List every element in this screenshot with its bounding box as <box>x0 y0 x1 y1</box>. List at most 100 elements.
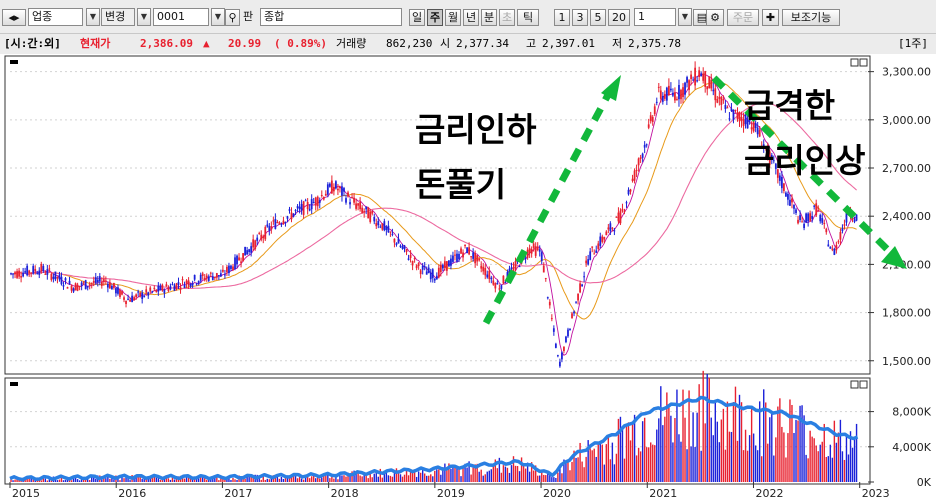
candle-body <box>415 265 418 269</box>
volume-bar <box>432 476 434 482</box>
candle-body <box>780 176 783 189</box>
candle-body <box>716 99 719 103</box>
candle-body <box>119 289 121 297</box>
candle-body <box>369 211 372 222</box>
volume-bar <box>236 479 238 482</box>
candle-body <box>795 209 797 214</box>
volume-bar <box>625 424 628 482</box>
candle-body <box>353 197 355 203</box>
search-icon[interactable]: ⚲ <box>225 9 240 26</box>
volume-bar <box>637 447 640 482</box>
prev-next-arrows-icon[interactable]: ◂▸ <box>2 9 26 26</box>
candle-body <box>409 255 412 258</box>
candle-body <box>347 192 349 197</box>
num-5-button[interactable]: 5 <box>590 9 606 26</box>
market-select[interactable]: 업종 <box>28 8 83 26</box>
candle-body <box>464 244 466 247</box>
volume-bar <box>86 478 89 482</box>
candle-body <box>58 274 61 280</box>
candle-body <box>248 249 251 253</box>
candle-body <box>40 263 43 272</box>
candle-body <box>532 243 535 248</box>
volume-bar <box>206 479 208 482</box>
candle-body <box>254 240 257 250</box>
count-input[interactable]: 1 <box>634 8 676 26</box>
volume-bar <box>648 447 650 482</box>
volume-bar <box>752 433 755 482</box>
volume-bar <box>512 456 515 482</box>
period-button-0[interactable]: 일 <box>409 9 425 26</box>
volume-bar <box>551 477 553 482</box>
period-button-3[interactable]: 년 <box>463 9 479 26</box>
candle-body <box>246 250 249 255</box>
volume-bar <box>664 416 666 482</box>
volume-minimize-icon[interactable] <box>850 380 859 389</box>
period-button-2[interactable]: 월 <box>445 9 461 26</box>
num-3-button[interactable]: 3 <box>572 9 588 26</box>
candle-body <box>706 86 709 90</box>
volume-bar <box>524 468 527 482</box>
candle-body <box>627 189 630 195</box>
candle-body <box>143 296 146 298</box>
candle-body <box>581 284 584 287</box>
candle-body <box>68 280 71 285</box>
volume-bar <box>105 478 107 482</box>
market-dropdown-icon[interactable]: ▼ <box>86 8 100 26</box>
change-dropdown-icon[interactable]: ▼ <box>137 8 151 26</box>
volume-bar <box>656 429 658 482</box>
pane-minimize-icon[interactable] <box>850 58 859 67</box>
volume-bar <box>264 479 266 482</box>
add-icon[interactable]: ✚ <box>762 9 779 26</box>
volume-bar <box>387 475 390 482</box>
volume-bar <box>407 475 410 482</box>
candle-body <box>736 111 739 119</box>
candle-body <box>655 101 658 103</box>
period-button-5[interactable]: 초 <box>499 9 515 26</box>
volume-bar <box>839 419 842 482</box>
volume-bar <box>498 457 501 482</box>
code-dropdown-icon[interactable]: ▼ <box>211 8 225 26</box>
volume-bar <box>603 464 606 482</box>
volume-tick-label: 0K <box>917 476 932 489</box>
pane-maximize-icon[interactable] <box>859 58 868 67</box>
candle-body <box>762 144 765 147</box>
candle-body <box>199 274 202 281</box>
candle-body <box>609 223 612 232</box>
volume-bar <box>369 472 371 482</box>
count-dropdown-icon[interactable]: ▼ <box>678 8 692 26</box>
candle-body <box>26 265 29 276</box>
volume-bar <box>518 471 521 482</box>
volume-bar <box>95 478 97 482</box>
volume-bar <box>488 470 490 482</box>
volume-bar <box>351 471 353 482</box>
period-button-4[interactable]: 분 <box>481 9 497 26</box>
candle-body <box>213 276 216 279</box>
candle-body <box>696 80 699 82</box>
volume-maximize-icon[interactable] <box>859 380 868 389</box>
candle-body <box>423 266 426 268</box>
candle-body <box>623 211 626 213</box>
volume-bar <box>163 477 166 482</box>
order-button[interactable]: 주문 <box>727 9 759 26</box>
volume-bar <box>565 463 567 482</box>
candle-body <box>28 270 31 274</box>
aux-function-button[interactable]: 보조기능 <box>782 9 840 26</box>
session-tag: [시:간:외] <box>4 37 61 50</box>
volume-bar <box>547 470 549 482</box>
candle-body <box>72 288 75 292</box>
period-button-1[interactable]: 주 <box>427 9 443 26</box>
volume-bar <box>171 476 174 482</box>
num-1-button[interactable]: 1 <box>554 9 570 26</box>
candle-body <box>458 253 460 260</box>
candle-body <box>714 88 717 101</box>
num-20-button[interactable]: 20 <box>608 9 630 26</box>
volume-bar <box>633 414 636 482</box>
code-input[interactable]: 0001 <box>153 8 209 26</box>
volume-bar <box>111 478 113 482</box>
period-button-6[interactable]: 틱 <box>517 9 539 26</box>
volume-bar <box>123 478 125 482</box>
volume-bar <box>763 389 765 482</box>
gear-icon[interactable]: ⚙ <box>706 9 724 26</box>
volume-bar <box>434 470 436 482</box>
volume-bar <box>494 459 497 482</box>
